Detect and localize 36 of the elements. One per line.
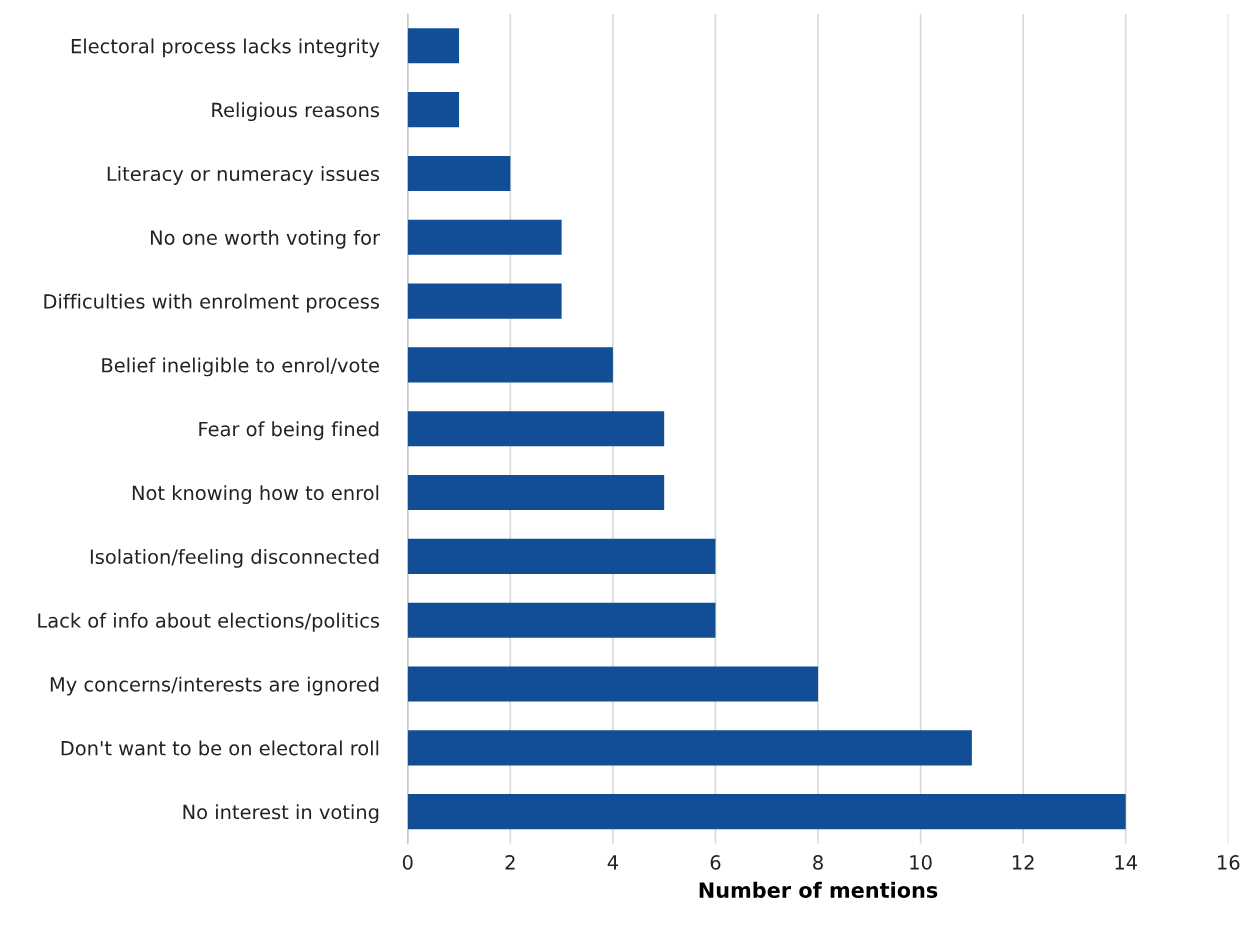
y-tick-label: Electoral process lacks integrity	[71, 38, 380, 58]
y-tick-label: Not knowing how to enrol	[132, 485, 379, 504]
y-tick-label: Difficulties with enrolment process	[44, 293, 380, 313]
bar	[407, 475, 665, 511]
bar	[407, 92, 460, 128]
y-tick-label: My concerns/interests are ignored	[50, 676, 379, 696]
x-axis-title: Number of mentions	[699, 881, 938, 898]
y-tick-label: Fear of being fined	[199, 421, 379, 441]
y-tick-label: Don't want to be on electoral roll	[61, 740, 379, 756]
x-tick-label: 0	[402, 855, 413, 870]
y-tick-label: Isolation/feeling disconnected	[90, 548, 379, 568]
bar	[407, 602, 716, 638]
bar	[407, 411, 665, 447]
x-tick-label: 16	[1218, 855, 1240, 870]
y-tick-label: Belief ineligible to enrol/vote	[102, 357, 379, 377]
bar	[407, 283, 562, 319]
bar	[407, 730, 972, 766]
bar	[407, 666, 819, 702]
bar	[407, 347, 613, 383]
y-tick-label: Religious reasons	[212, 102, 380, 122]
x-tick-label: 14	[1115, 855, 1138, 870]
bar	[407, 28, 460, 64]
bar	[407, 219, 562, 255]
x-tick-label: 12	[1012, 855, 1034, 870]
bar	[407, 538, 716, 574]
y-tick-label: No one worth voting for	[150, 229, 380, 249]
x-tick-label: 8	[813, 855, 823, 870]
x-tick-label: 10	[910, 855, 932, 870]
bar	[407, 155, 511, 192]
x-tick-label: 4	[607, 855, 618, 870]
bar	[407, 794, 1126, 830]
y-tick-label: Literacy or numeracy issues	[107, 166, 380, 185]
x-tick-label: 6	[710, 855, 721, 870]
y-tick-label: No interest in voting	[183, 804, 379, 824]
x-tick-label: 2	[505, 855, 515, 870]
y-tick-label: Lack of info about elections/politics	[38, 612, 380, 632]
